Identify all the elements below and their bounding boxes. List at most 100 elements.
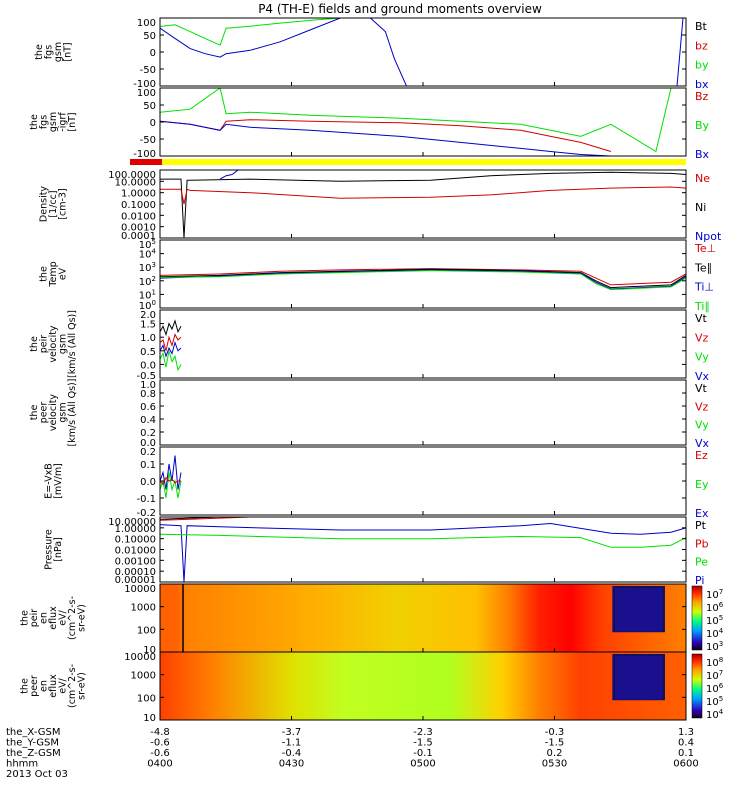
peer-spec-ylabel: eflux — [48, 674, 59, 698]
peer-spec-ylabel: eV/ — [58, 677, 69, 693]
fgs-series-by — [160, 18, 386, 46]
pressure-legend-Pi: Pi — [695, 574, 704, 587]
peir-spec-ylabel: peir — [29, 609, 40, 628]
pressure-ylabel: Pressure — [43, 529, 54, 570]
peir-velocity-ytick-label: 2.0 — [140, 310, 156, 321]
temperature-legend-Ti∥: Ti∥ — [694, 300, 710, 313]
peer-velocity-ylabel: peer — [39, 402, 50, 424]
peer-velocity-ytick-label: 0.2 — [140, 428, 156, 439]
peer-velocity-legend-Vz: Vz — [695, 400, 709, 413]
xaxis-value: 0500 — [410, 759, 435, 770]
density-series-Npot — [219, 170, 263, 180]
xaxis-row-label: the_Z-GSM — [6, 748, 61, 759]
density-ytick-label: 1.0000 — [121, 189, 156, 200]
pressure-ytick-label: 0.00010 — [115, 567, 156, 578]
peir-spec-ylabel: en — [39, 612, 50, 624]
peir-velocity-ylabel: the — [29, 336, 40, 352]
pressure-series-Pt — [160, 517, 234, 520]
xaxis-value: 0430 — [279, 759, 304, 770]
efield-frame — [159, 446, 687, 516]
density-series-Ne — [160, 186, 686, 205]
peer-spec-ylabel: the — [20, 678, 31, 694]
fgs-sm-frame — [159, 87, 687, 157]
peir-spec-cbar-tick: 103 — [706, 640, 723, 653]
xaxis-value: -1.5 — [413, 738, 433, 749]
fgs-sm-ylabel: [nT] — [67, 112, 78, 131]
peer-velocity-ytick-label: 0.0 — [140, 438, 156, 449]
xaxis-value: 0400 — [147, 759, 172, 770]
peer-velocity-frame — [159, 379, 687, 446]
efield-series-Ez — [160, 476, 181, 486]
peir-velocity-ytick-label: -0.5 — [136, 371, 156, 382]
xaxis-value: -0.6 — [150, 738, 170, 749]
peir-velocity-legend-Vt: Vt — [695, 312, 708, 325]
pressure-ytick-label: 0.10000 — [115, 535, 156, 546]
xaxis-row-label: the_Y-GSM — [6, 738, 59, 749]
temperature-ytick-label: 104 — [139, 248, 157, 261]
efield-ytick-label: -0.1 — [136, 494, 156, 505]
mode-bar-red — [130, 159, 162, 165]
peir-velocity-series-Vy — [160, 350, 182, 372]
temperature-frame — [159, 239, 687, 309]
peir-velocity-ylabel: peir — [39, 335, 50, 354]
pressure-legend-Pe: Pe — [695, 556, 708, 569]
fgs-sm-ytick-label: -100 — [133, 149, 156, 160]
fgs-sm-ylabel: the — [29, 114, 40, 130]
efield-ylabel: E=-VxB — [43, 463, 54, 498]
pressure-legend-Pt: Pt — [695, 519, 707, 532]
fgs-sm-legend-Bx: Bx — [695, 148, 710, 161]
peer-spec-ytick-label: 100 — [137, 693, 156, 704]
peer-spec-cbar-tick: 106 — [706, 682, 724, 695]
peer-velocity-ytick-label: 0.8 — [140, 389, 156, 400]
temperature-legend-Te∥: Te∥ — [694, 261, 712, 274]
density-ytick-label: 0.1000 — [121, 200, 156, 211]
fgs-ytick-label: 0 — [150, 48, 156, 59]
peer-spec-colorbar — [691, 653, 703, 719]
peir-spec-cbar-tick: 105 — [706, 614, 723, 627]
mode-bar-yellow — [160, 159, 686, 165]
peer-spec-ytick-label: 10 — [143, 713, 156, 724]
peir-velocity-frame — [159, 309, 687, 379]
peir-velocity-series-Vz — [160, 333, 182, 351]
peer-velocity-ylabel: [km/s (All Qs)] — [67, 379, 78, 447]
pressure-ylabel: [nPa] — [53, 537, 64, 562]
peir-spec-ylabel: eV/ — [58, 609, 69, 625]
density-series-Ni — [160, 171, 686, 238]
fgs-sm-series-By — [160, 88, 673, 153]
efield-legend-Ex: Ex — [695, 507, 709, 520]
density-ytick-label: 0.0100 — [121, 211, 156, 222]
fgs-legend-by: by — [695, 59, 709, 72]
efield-series-Ex — [160, 455, 182, 490]
peer-velocity-ylabel: velocity — [48, 394, 59, 432]
peir-velocity-ytick-label: 0.0 — [140, 360, 156, 371]
peir-velocity-ytick-label: 1.5 — [140, 320, 156, 331]
peir-spec-ytick-label: 1000 — [131, 603, 156, 614]
panel-peir-velocity: Vt Vz Vy Vx 2.01.5 1.0 0.5 0.0-0.5 thepeirveloci… — [29, 309, 710, 383]
xaxis-value: -0.3 — [545, 727, 565, 738]
peer-velocity-ytick-label: 1.0 — [140, 380, 156, 391]
temperature-legend-Te⊥: Te⊥ — [694, 242, 716, 255]
fgs-sm-series-Bx — [160, 120, 626, 156]
peir-velocity-series-Vt — [160, 319, 182, 337]
fgs-ytick-label: 50 — [143, 31, 156, 42]
peir-spec-dropout-core — [614, 588, 663, 632]
temperature-ylabel: Temp — [48, 261, 59, 287]
pressure-ytick-label: 10.00000 — [108, 517, 156, 528]
xaxis-row-label: 2013 Oct 03 — [6, 769, 68, 780]
peer-spec-ylabel: en — [39, 680, 50, 692]
peer-velocity-legend-Vy: Vy — [695, 419, 709, 432]
density-ylabel: [1/cc] — [48, 190, 59, 217]
density-legend-Ne: Ne — [695, 172, 710, 185]
peir-velocity-ylabel: gsm — [58, 334, 69, 354]
peer-spec-cbar-tick: 108 — [706, 656, 723, 669]
peir-spec-ylabel: the — [20, 610, 31, 626]
fgs-sm-ytick-label: 100 — [137, 88, 156, 99]
xaxis-value: 0.2 — [547, 748, 563, 759]
xaxis-value: -4.8 — [150, 727, 170, 738]
density-ylabel: [cm-3] — [58, 188, 69, 219]
